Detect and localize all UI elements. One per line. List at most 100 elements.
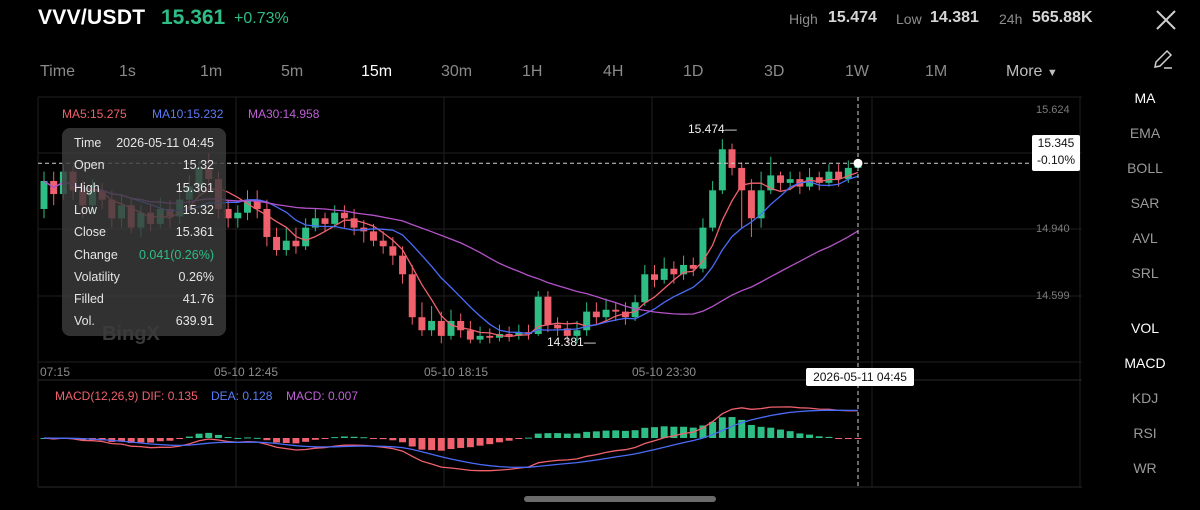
high-value: 15.474 — [828, 9, 877, 26]
indicator-rsi[interactable]: RSI — [1133, 425, 1157, 441]
tooltip-row: Volatility 0.26% — [74, 270, 214, 284]
indicator-boll[interactable]: BOLL — [1127, 160, 1163, 176]
timeframe-1h[interactable]: 1H — [522, 63, 543, 80]
candle-body — [486, 335, 494, 338]
macd-histogram-bar — [505, 438, 513, 441]
timeframe-time[interactable]: Time — [40, 63, 75, 80]
candle-body — [234, 212, 242, 219]
timeframe-1d[interactable]: 1D — [683, 63, 704, 80]
candle-body — [612, 309, 620, 312]
crosshair-price-box: 15.345 -0.10% — [1032, 135, 1080, 171]
candle-body — [757, 190, 765, 219]
indicator-ema[interactable]: EMA — [1129, 125, 1161, 141]
indicator-macd[interactable]: MACD — [1124, 355, 1166, 371]
low-label: Low — [896, 11, 922, 27]
candle-body — [631, 302, 639, 318]
candle-body — [534, 296, 542, 335]
tooltip-value: 0.041(0.26%) — [138, 247, 214, 262]
timeframe-3d[interactable]: 3D — [764, 63, 785, 80]
indicator-kdj[interactable]: KDJ — [1131, 390, 1159, 406]
macd-histogram-bar — [486, 438, 494, 445]
time-axis-label: 05-10 18:15 — [424, 365, 489, 379]
crosshair-dot — [853, 158, 863, 168]
tooltip-row: Low 15.32 — [74, 203, 214, 217]
macd-histogram-bar — [176, 438, 184, 439]
pencil-icon[interactable] — [1152, 48, 1174, 70]
timeframe-1w[interactable]: 1W — [845, 63, 869, 80]
indicator-sar[interactable]: SAR — [1130, 195, 1160, 211]
tooltip-row: Change 0.041(0.26%) — [74, 248, 214, 262]
macd-histogram-bar — [844, 438, 852, 439]
macd-histogram-bar — [602, 430, 610, 438]
last-price: 15.361 — [161, 6, 226, 29]
scroll-handle[interactable] — [524, 496, 716, 502]
high-marker: 15.474— — [688, 122, 737, 136]
more-timeframes-button[interactable]: More ▼ — [1006, 63, 1058, 80]
candle-body — [592, 311, 600, 318]
indicator-wr[interactable]: WR — [1133, 460, 1157, 476]
macd-histogram-bar — [544, 433, 552, 438]
tooltip-label: Volatility — [74, 269, 120, 284]
timeframe-15m[interactable]: 15m — [361, 63, 393, 80]
macd-histogram-bar — [651, 427, 658, 438]
candle-body — [844, 167, 852, 180]
candle-body — [369, 231, 377, 241]
tooltip-value: 2026-05-11 04:45 — [116, 136, 214, 150]
candle-body — [476, 335, 484, 340]
macd-histogram-bar — [379, 438, 387, 440]
tooltip-value: 15.32 — [182, 158, 214, 173]
candle-body — [418, 317, 426, 331]
timeframe-1m[interactable]: 1m — [200, 63, 223, 80]
macd-histogram-bar — [292, 438, 300, 444]
macd-histogram-bar — [534, 433, 542, 438]
macd-histogram-bar — [757, 426, 765, 438]
macd-dea-line — [43, 409, 858, 468]
indicator-srl[interactable]: SRL — [1131, 265, 1159, 281]
candle-body — [437, 320, 445, 336]
timeframe-4h[interactable]: 4H — [603, 63, 624, 80]
macd-histogram-bar — [302, 438, 310, 442]
time-axis-label: 05-10 23:30 — [632, 365, 697, 379]
timeframe-5m[interactable]: 5m — [281, 63, 304, 80]
macd-histogram-bar — [321, 438, 329, 439]
low-value: 14.381 — [930, 9, 979, 26]
candle-body — [747, 190, 755, 219]
indicator-vol[interactable]: VOL — [1130, 320, 1159, 336]
candle-body — [815, 177, 823, 183]
macd-histogram-bar — [127, 438, 135, 444]
indicator-ma[interactable]: MA — [1134, 90, 1156, 106]
macd-histogram-bar — [495, 438, 503, 443]
macd-histogram-bar — [224, 437, 232, 439]
indicator-avl[interactable]: AVL — [1132, 230, 1158, 246]
close-icon[interactable] — [1154, 8, 1178, 32]
tooltip-label: Time — [74, 136, 102, 150]
tooltip-label: High — [74, 180, 100, 195]
candle-body — [689, 264, 697, 269]
macd-value-label: MACD: 0.007 — [286, 389, 359, 403]
candle-body — [621, 311, 629, 318]
macd-dea-label: DEA: 0.128 — [211, 389, 273, 403]
price-axis-label: 15.624 — [1036, 104, 1070, 116]
tooltip-label: Filled — [74, 292, 104, 307]
candle-body — [505, 334, 513, 336]
macd-histogram-bar — [709, 421, 717, 438]
candle-body — [573, 330, 581, 336]
timeframe-1s[interactable]: 1s — [119, 63, 136, 80]
macd-histogram-bar — [234, 437, 242, 439]
tooltip-row: Close 15.361 — [74, 225, 214, 239]
timeframe-30m[interactable]: 30m — [441, 63, 473, 80]
candle-body — [660, 268, 668, 280]
macd-histogram-bar — [476, 438, 484, 446]
tooltip-value: 41.76 — [182, 292, 214, 307]
candle-body — [457, 320, 465, 331]
ma5-label: MA5:15.275 — [62, 107, 127, 121]
timeframe-1m[interactable]: 1M — [925, 63, 948, 80]
macd-histogram-bar — [747, 424, 755, 438]
tooltip-value: 0.26% — [178, 269, 214, 284]
pair-title[interactable]: VVV/USDT — [38, 6, 146, 29]
candle-body — [709, 190, 717, 228]
candle-body — [399, 255, 407, 275]
tooltip-value: 15.32 — [182, 202, 214, 217]
tooltip-label: Close — [74, 225, 106, 240]
macd-histogram-bar — [680, 426, 688, 438]
